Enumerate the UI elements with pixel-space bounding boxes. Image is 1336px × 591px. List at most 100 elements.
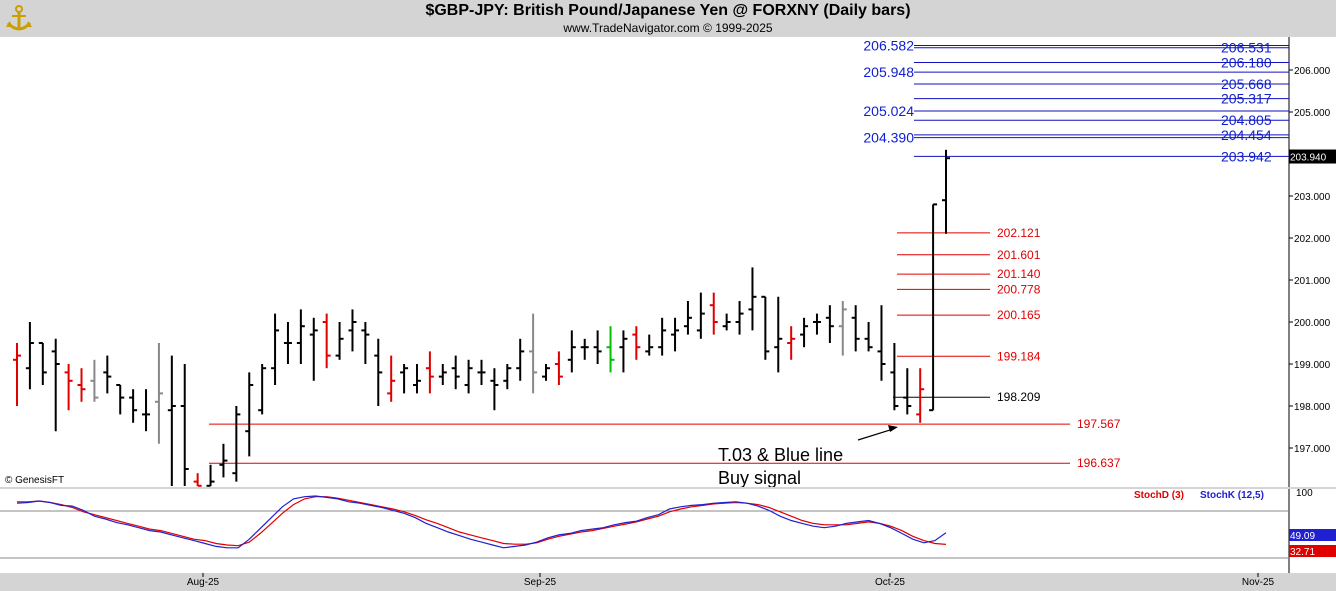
price-axis-panel <box>1289 37 1336 487</box>
ohlc-bar <box>348 309 357 352</box>
ohlc-bar <box>387 355 396 402</box>
ohlc-bar <box>812 313 821 335</box>
ohlc-bar <box>529 313 538 394</box>
ohlc-bar <box>516 338 525 381</box>
ohlc-bar <box>142 389 151 432</box>
ohlc-bar <box>361 322 370 364</box>
price-tick-label: 199.000 <box>1294 360 1331 371</box>
ohlc-bar <box>464 359 473 394</box>
time-axis-panel <box>0 573 1336 591</box>
price-tick-label: 206.000 <box>1294 66 1331 77</box>
stochastic-panel <box>0 489 1289 573</box>
time-tick-label: Sep-25 <box>524 577 557 588</box>
time-tick-label: Nov-25 <box>1242 577 1275 588</box>
time-tick-label: Aug-25 <box>187 577 220 588</box>
annotation-line1: T.03 & Blue line <box>718 445 843 465</box>
time-axis-labels: Aug-25 Sep-25 Oct-25 Nov-25 <box>187 573 1275 588</box>
ohlc-bar <box>335 322 344 360</box>
ohlc-bar <box>709 292 718 335</box>
annotation-line2: Buy signal <box>718 468 801 488</box>
ohlc-bar <box>103 355 112 394</box>
stoch-d-line <box>17 496 947 547</box>
blue-level-label: 205.668 <box>1221 76 1272 92</box>
price-tick-label: 205.000 <box>1294 108 1331 119</box>
stoch-d-value: 32.71 <box>1290 547 1315 558</box>
ohlc-bar <box>903 368 912 415</box>
ohlc-bar <box>632 326 641 360</box>
ohlc-bar <box>554 351 563 385</box>
ohlc-bar <box>671 317 680 352</box>
red-level-label: 201.140 <box>997 267 1041 281</box>
red-level-label: 202.121 <box>997 226 1041 240</box>
ohlc-bar <box>567 330 576 373</box>
chart-subtitle: www.TradeNavigator.com © 1999-2025 <box>563 21 773 35</box>
ohlc-bar <box>683 301 692 335</box>
ohlc-bar <box>193 473 202 487</box>
price-tick-label: 198.000 <box>1294 402 1331 413</box>
stoch-legend-k: StochK (12,5) <box>1200 490 1264 501</box>
ohlc-bar <box>658 317 667 356</box>
annotation-arrow <box>857 428 894 441</box>
stoch-k-badge <box>1289 529 1336 541</box>
price-tick-label: 197.000 <box>1294 444 1331 455</box>
ohlc-bar <box>283 322 292 364</box>
ohlc-bar <box>309 317 318 381</box>
blue-level-label: 206.180 <box>1221 54 1272 70</box>
ohlc-bar <box>232 406 241 482</box>
ohlc-bar <box>180 364 189 486</box>
ohlc-bar <box>245 372 254 457</box>
ohlc-bar <box>25 322 34 390</box>
red-level-label: 200.778 <box>997 282 1041 296</box>
ohlc-bar <box>400 364 409 394</box>
red-level-label: 197.567 <box>1077 417 1121 431</box>
annotation-arrowhead <box>888 425 898 432</box>
blue-level-label: 203.942 <box>1221 148 1272 164</box>
ohlc-bar <box>116 384 125 415</box>
blue-level-label: 204.805 <box>1221 112 1272 128</box>
blue-level-label: 206.582 <box>863 38 914 54</box>
ohlc-bar <box>580 338 589 360</box>
ohlc-bar <box>219 443 228 478</box>
ohlc-bar <box>90 359 99 402</box>
ohlc-bar <box>735 301 744 335</box>
ohlc-bar <box>258 364 267 415</box>
last-price-marker: 203.940 <box>1289 149 1336 164</box>
last-price-badge <box>1289 149 1336 164</box>
time-tick-label: Oct-25 <box>875 577 905 588</box>
ohlc-bars <box>13 149 950 487</box>
ohlc-bar <box>838 301 847 356</box>
ohlc-bar <box>129 389 138 423</box>
blue-level-label: 206.531 <box>1221 40 1272 56</box>
chart-title: $GBP-JPY: British Pound/Japanese Yen @ F… <box>425 2 911 19</box>
ohlc-bar <box>13 343 21 406</box>
ohlc-bar <box>877 305 886 381</box>
price-tick-label: 202.000 <box>1294 234 1331 245</box>
price-tick-label: 200.000 <box>1294 318 1331 329</box>
ohlc-bar <box>800 317 809 348</box>
ohlc-bar <box>438 364 447 385</box>
ohlc-bar <box>38 342 47 385</box>
ohlc-bar <box>890 343 899 411</box>
blue-level-label: 205.024 <box>863 103 914 119</box>
annotation: T.03 & Blue line Buy signal <box>718 425 898 488</box>
ohlc-bar <box>696 292 705 339</box>
ohlc-bar <box>748 267 757 331</box>
ohlc-bar <box>864 322 873 352</box>
red-level-label: 199.184 <box>997 349 1041 363</box>
blue-level-label: 204.454 <box>1221 127 1272 143</box>
ohlc-bar <box>271 313 280 385</box>
ohlc-bar <box>296 309 305 364</box>
ohlc-bar <box>825 305 834 343</box>
ohlc-bar <box>761 295 770 360</box>
anchor-logo-icon <box>6 5 32 31</box>
price-panel <box>0 37 1289 487</box>
ohlc-bar <box>606 326 615 373</box>
ohlc-bar <box>645 334 654 356</box>
stoch-k-line <box>16 495 947 549</box>
ohlc-bar <box>787 326 796 360</box>
ohlc-bar <box>942 149 950 234</box>
ohlc-bar <box>722 313 731 331</box>
